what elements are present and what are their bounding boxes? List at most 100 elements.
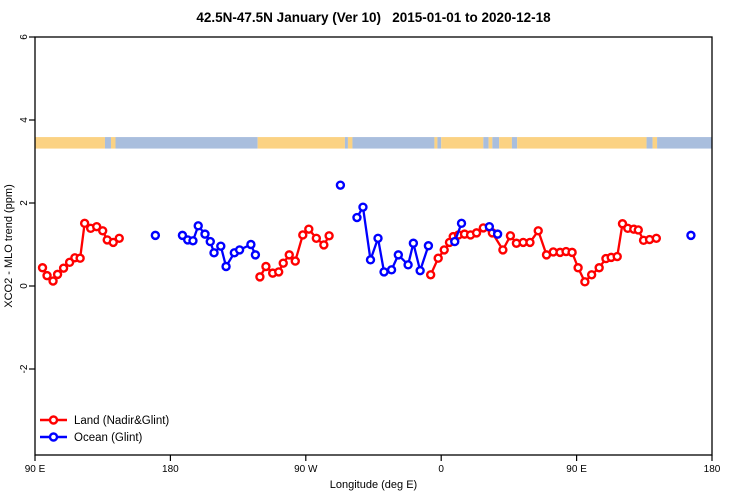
land-data-point	[567, 247, 577, 258]
ocean-data-point	[250, 250, 261, 260]
ocean-data-point	[205, 236, 215, 247]
land-data-point	[290, 256, 300, 266]
land-data-point	[278, 258, 288, 268]
x-tick-label: 90 E	[566, 464, 587, 475]
legend-item: Ocean (Glint)	[40, 432, 143, 444]
ocean-data-point	[492, 229, 503, 239]
map-strip-segment-ocean	[492, 137, 500, 149]
land-data-point	[58, 263, 69, 273]
ocean-data-point	[456, 218, 467, 229]
map-strip-segment-ocean	[344, 137, 348, 149]
map-strip-segment-land	[441, 137, 484, 149]
land-data-point	[573, 263, 583, 273]
ocean-data-point	[234, 245, 245, 255]
land-data-point	[633, 225, 643, 235]
map-strip-segment-land	[434, 137, 438, 149]
ocean-data-point	[193, 221, 203, 231]
ocean-data-point	[188, 236, 198, 246]
map-strip-segment-ocean	[437, 137, 442, 149]
map-strip-segment-land	[110, 137, 116, 149]
land-series	[37, 218, 662, 287]
map-strip-segment-ocean	[352, 137, 435, 149]
ocean-data-point	[209, 248, 219, 258]
land-data-point	[311, 233, 322, 243]
map-strip-segment-land	[257, 137, 345, 149]
ocean-data-point	[335, 180, 346, 190]
map-strip-segment-ocean	[511, 137, 518, 149]
ocean-data-point	[415, 265, 425, 276]
map-strip-segment-land	[517, 137, 647, 149]
y-tick-label: 4	[19, 117, 30, 123]
land-data-point	[580, 277, 590, 287]
y-tick-label: 6	[19, 34, 30, 40]
ocean-data-point	[216, 241, 226, 251]
land-data-point	[525, 237, 535, 248]
map-strip-segment-ocean	[115, 137, 258, 149]
land-data-point	[79, 218, 90, 229]
land-data-point	[75, 253, 85, 263]
ocean-data-point	[246, 239, 256, 250]
ocean-data-point	[393, 250, 404, 260]
legend-label: Ocean (Glint)	[74, 432, 143, 444]
legend-label: Land (Nadir&Glint)	[74, 415, 169, 427]
y-tick-label: 0	[19, 283, 30, 289]
land-data-point	[439, 245, 449, 255]
ocean-data-point	[408, 238, 419, 248]
land-data-point	[433, 253, 443, 263]
ocean-series	[150, 180, 696, 277]
y-axis: -2 0 2 4 6 XCO2 - MLO trend (ppm)	[3, 34, 35, 373]
ocean-data-point	[484, 221, 495, 232]
legend-marker-icon	[48, 432, 59, 442]
land-data-point	[324, 231, 334, 241]
land-data-point	[498, 245, 508, 255]
map-strip-segment-land	[652, 137, 658, 149]
ocean-data-point	[352, 212, 362, 223]
y-tick-label: 2	[19, 200, 30, 206]
ocean-data-point	[365, 255, 376, 265]
land-data-point	[471, 228, 482, 238]
ocean-data-point	[686, 230, 696, 241]
ocean-data-point	[358, 202, 368, 212]
land-data-point	[505, 231, 516, 241]
ocean-data-point	[423, 241, 434, 251]
map-strip-segment-ocean	[104, 137, 111, 149]
land-data-point	[425, 270, 436, 280]
map-strip-segment-ocean	[483, 137, 489, 149]
land-data-point	[42, 270, 52, 281]
map-strip-segment-land	[347, 137, 353, 149]
land-data-point	[274, 267, 284, 277]
x-axis: 90 E 180 90 W 0 90 E 180 Longitude (deg E)	[25, 455, 721, 491]
map-strip-segment-ocean	[657, 137, 712, 149]
ocean-data-point	[403, 260, 413, 270]
y-tick-label: -2	[19, 364, 30, 373]
map-strip-segment-land	[499, 137, 512, 149]
x-tick-label: 180	[162, 464, 179, 475]
x-tick-label: 90 E	[25, 464, 46, 475]
land-data-point	[586, 270, 597, 280]
ocean-data-point	[373, 233, 383, 243]
land-data-point	[91, 221, 102, 232]
x-axis-title: Longitude (deg E)	[330, 479, 417, 491]
legend: Land (Nadir&Glint) Ocean (Glint)	[40, 415, 169, 444]
ocean-data-point	[379, 267, 389, 277]
ocean-data-point	[200, 229, 210, 239]
x-tick-label: 0	[438, 464, 444, 475]
x-tick-label: 90 W	[294, 464, 318, 475]
land-data-point	[97, 226, 108, 236]
land-data-point	[255, 272, 265, 282]
chart-title: 42.5N-47.5N January (Ver 10) 2015-01-01 …	[196, 10, 551, 25]
land-data-point	[533, 226, 543, 236]
map-strip-segment-ocean	[646, 137, 653, 149]
map-strip-segment-land	[488, 137, 493, 149]
land-data-point	[261, 261, 271, 272]
ocean-data-point	[450, 236, 460, 247]
land-data-point	[284, 250, 294, 260]
land-data-point	[37, 263, 48, 273]
land-data-point	[612, 251, 622, 262]
ocean-data-point	[386, 265, 397, 275]
ocean-data-point	[150, 230, 161, 241]
legend-item: Land (Nadir&Glint)	[40, 415, 169, 427]
land-data-point	[52, 269, 63, 280]
